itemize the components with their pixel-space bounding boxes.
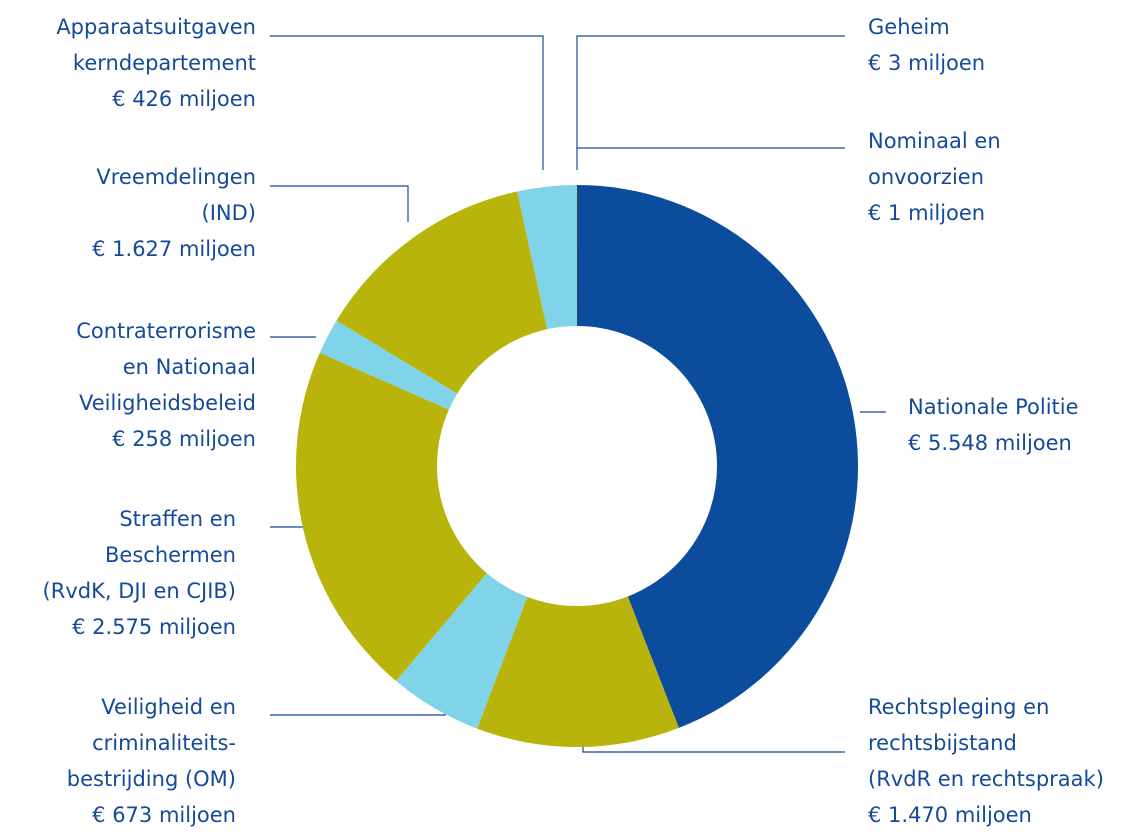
value-label: € 1 miljoen: [868, 201, 985, 225]
slice-label: Rechtspleging en: [868, 695, 1049, 719]
slice-label: Apparaatsuitgaven: [56, 15, 256, 39]
donut-slice: [577, 185, 858, 728]
value-label: € 5.548 miljoen: [908, 431, 1072, 455]
slice-label: rechtsbijstand: [868, 731, 1017, 755]
value-label: € 673 miljoen: [92, 803, 236, 827]
leader-line: [270, 705, 446, 716]
value-label: € 3 miljoen: [868, 51, 985, 75]
slice-label: (RvdR en rechtspraak): [868, 767, 1104, 791]
slice-label: Nominaal en: [868, 129, 1001, 153]
slice-label: onvoorzien: [868, 165, 984, 189]
slice-label: (RvdK, DJI en CJIB): [43, 579, 236, 603]
value-label: € 426 miljoen: [112, 87, 256, 111]
donut-slice: [336, 191, 548, 394]
slice-label: bestrijding (OM): [67, 767, 236, 791]
slice-label: criminaliteits-: [92, 731, 236, 755]
value-label: € 1.470 miljoen: [868, 803, 1032, 827]
value-label: € 1.627 miljoen: [92, 237, 256, 261]
value-label: € 258 miljoen: [112, 427, 256, 451]
donut-slice: [296, 352, 487, 682]
donut-slice: [517, 185, 577, 330]
slice-label: en Nationaal: [123, 355, 256, 379]
slice-label: (IND): [202, 201, 256, 225]
leader-line: [270, 185, 409, 222]
slice-label: Veiligheidsbeleid: [79, 391, 256, 415]
leader-line: [576, 35, 845, 170]
slice-label: Vreemdelingen: [96, 165, 256, 189]
donut-slice: [396, 573, 528, 729]
value-label: € 2.575 miljoen: [72, 615, 236, 639]
slice-label: Nationale Politie: [908, 395, 1079, 419]
slice-label: kerndepartement: [73, 51, 256, 75]
slice-label: Veiligheid en: [101, 695, 236, 719]
slice-label: Straffen en: [119, 507, 236, 531]
leader-line: [270, 35, 544, 170]
donut-slice: [477, 596, 679, 747]
donut-slice: [319, 320, 458, 410]
slice-label: Beschermen: [105, 543, 236, 567]
slice-label: Geheim: [868, 15, 950, 39]
slice-label: Contraterrorisme: [76, 319, 256, 343]
